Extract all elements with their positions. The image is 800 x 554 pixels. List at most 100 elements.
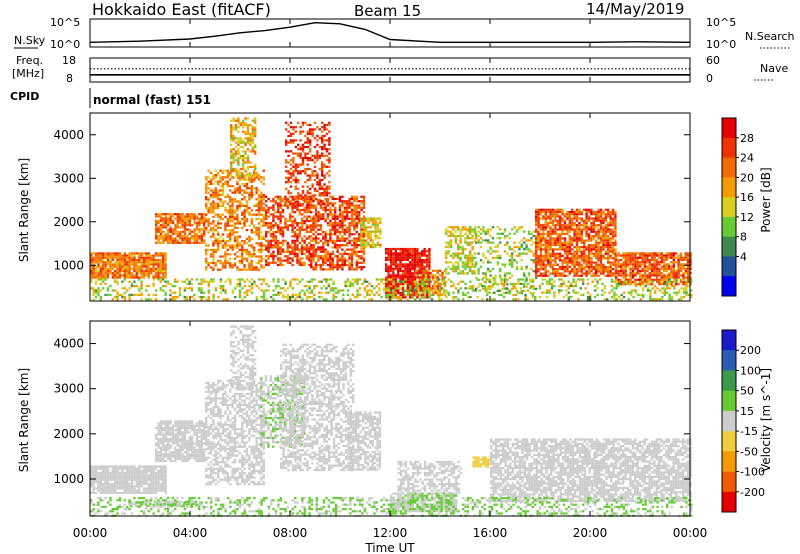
power-cell [487,241,490,244]
power-cell [212,266,215,269]
power-cell [116,254,119,257]
power-cell [312,255,315,258]
power-cell [331,263,334,267]
power-cell [655,258,659,262]
power-cell [298,204,301,207]
power-cell [406,252,409,255]
power-cell [238,207,241,210]
power-cell [145,254,148,257]
power-cell [321,170,324,173]
power-cell [135,252,138,255]
power-cell [360,219,363,222]
power-cell [304,196,307,199]
power-cell [511,274,514,277]
power-cell [255,204,258,207]
power-cell [323,192,326,195]
power-cell [677,283,680,286]
power-cell [449,241,453,244]
power-cell [617,269,620,273]
power-cell [389,247,393,251]
power-cell [299,170,302,173]
power-cell [499,254,502,257]
power-cell [445,245,448,249]
power-cell [689,263,692,266]
power-cell [578,246,581,249]
power-cell [254,146,257,149]
power-cell [286,255,289,258]
power-cell [212,207,215,210]
power-cell [563,259,567,262]
power-cell [325,189,329,193]
power-cell [376,237,380,240]
power-cell [289,252,292,256]
power-cell [221,246,225,249]
power-cell [360,268,363,271]
power-cell [611,272,615,275]
power-cell [397,269,400,273]
power-cell [217,196,220,199]
power-cell [348,202,351,205]
power-cell [286,250,289,253]
power-cell [317,246,320,249]
power-cell [231,207,234,210]
power-cell [667,263,671,266]
power-cell [530,285,533,288]
power-cell [272,233,275,236]
power-cell [447,230,450,233]
power-cell [162,267,165,270]
power-cell [428,263,431,266]
power-cell [138,269,141,273]
power-cell [341,261,344,264]
power-cell [362,202,366,205]
power-cell [90,274,93,277]
power-cell [207,176,210,179]
power-cell [663,280,666,284]
power-cell [551,254,555,258]
power-cell [599,263,603,266]
power-cell [255,202,258,205]
power-cell [535,257,538,260]
power-cell [289,250,292,253]
power-cell [653,256,656,259]
power-cell [415,269,418,272]
power-cell [281,197,285,201]
power-cell [580,252,583,255]
power-cell [634,258,637,262]
power-cell [597,210,600,214]
power-cell [267,215,270,218]
power-cell [445,228,448,231]
power-cell [310,230,313,234]
power-cell [164,293,167,296]
power-cell [293,239,297,242]
power-cell [169,241,172,244]
power-cell [355,211,358,214]
power-cell [487,232,490,235]
power-cell [619,267,623,270]
power-cell [592,261,595,264]
power-cell [140,280,143,283]
power-cell [104,263,107,266]
power-cell [358,233,361,236]
power-cell [665,278,668,281]
power-cell [609,237,612,240]
power-cell [563,237,567,240]
power-cell [532,270,535,273]
power-cell [301,219,304,223]
power-cell [387,267,390,270]
power-cell [615,263,618,266]
power-cell [547,254,550,258]
power-cell [406,280,409,284]
power-cell [241,253,244,256]
power-cell [243,251,246,254]
power-cell [234,168,238,171]
power-cell [207,224,210,227]
power-cell [597,259,600,262]
power-cell [646,269,649,273]
power-cell [362,239,366,242]
power-cell [277,248,280,251]
power-cell [298,195,301,198]
power-cell [542,265,545,269]
power-cell [257,248,261,251]
power-cell [336,197,339,201]
power-cell [427,287,430,290]
